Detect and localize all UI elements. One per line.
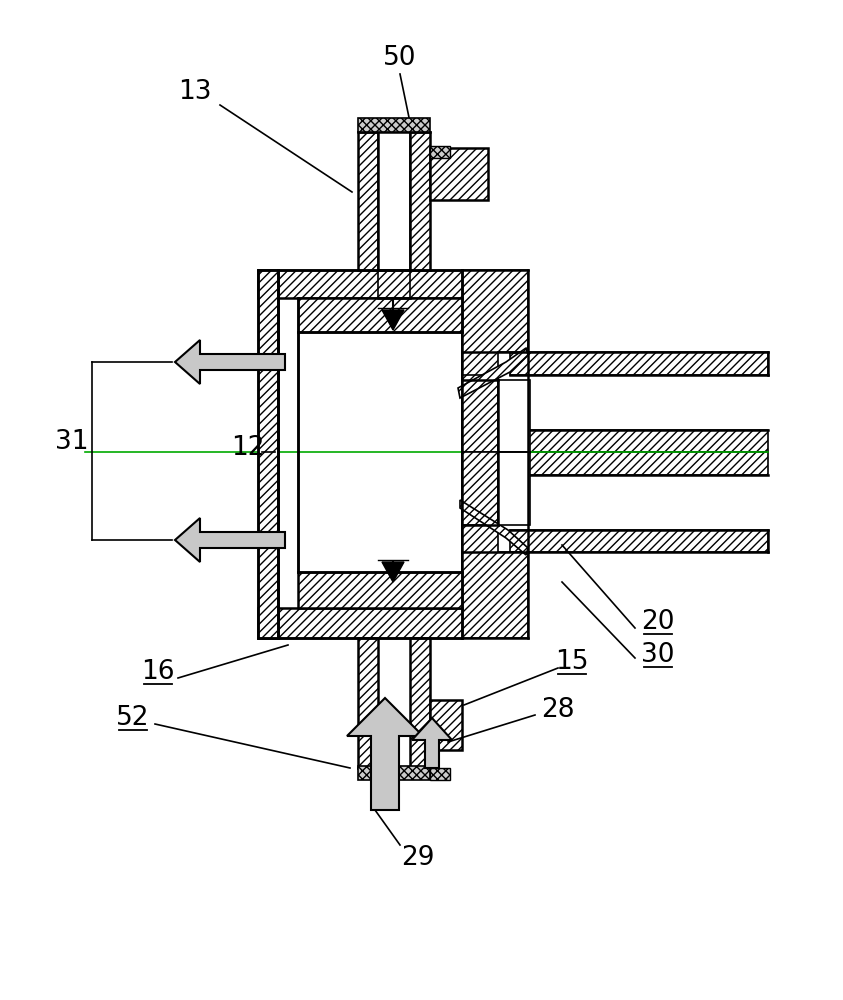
Polygon shape [358, 638, 378, 768]
Polygon shape [462, 520, 528, 638]
Bar [358, 766, 430, 780]
Polygon shape [510, 530, 768, 552]
Polygon shape [258, 608, 462, 638]
Polygon shape [498, 380, 530, 452]
Polygon shape [298, 298, 462, 332]
Text: 15: 15 [556, 649, 588, 675]
Bar [430, 768, 450, 780]
Polygon shape [382, 310, 404, 330]
Polygon shape [358, 132, 378, 270]
Polygon shape [462, 270, 528, 380]
Polygon shape [347, 698, 423, 810]
Polygon shape [458, 348, 528, 398]
Polygon shape [175, 340, 285, 384]
Text: 52: 52 [116, 705, 150, 731]
Text: 12: 12 [231, 435, 265, 461]
Polygon shape [410, 132, 430, 270]
Polygon shape [510, 352, 768, 375]
Polygon shape [510, 430, 768, 452]
Text: 13: 13 [178, 79, 212, 105]
Polygon shape [298, 572, 462, 608]
Text: 28: 28 [541, 697, 575, 723]
Polygon shape [258, 270, 462, 298]
Polygon shape [462, 375, 498, 452]
Polygon shape [510, 452, 768, 475]
Text: 20: 20 [642, 609, 674, 635]
Text: 30: 30 [642, 642, 674, 668]
Bar [358, 118, 430, 132]
Polygon shape [498, 452, 530, 525]
Polygon shape [430, 148, 488, 200]
Polygon shape [430, 700, 462, 750]
Text: 31: 31 [56, 429, 89, 455]
Polygon shape [382, 562, 404, 582]
Polygon shape [410, 638, 430, 768]
Text: 16: 16 [142, 659, 175, 685]
Polygon shape [460, 500, 528, 555]
Polygon shape [258, 270, 278, 638]
Polygon shape [175, 518, 285, 562]
Text: 50: 50 [384, 45, 416, 71]
Bar [430, 146, 450, 158]
Polygon shape [462, 452, 498, 525]
Text: 29: 29 [401, 845, 435, 871]
Polygon shape [412, 718, 452, 768]
